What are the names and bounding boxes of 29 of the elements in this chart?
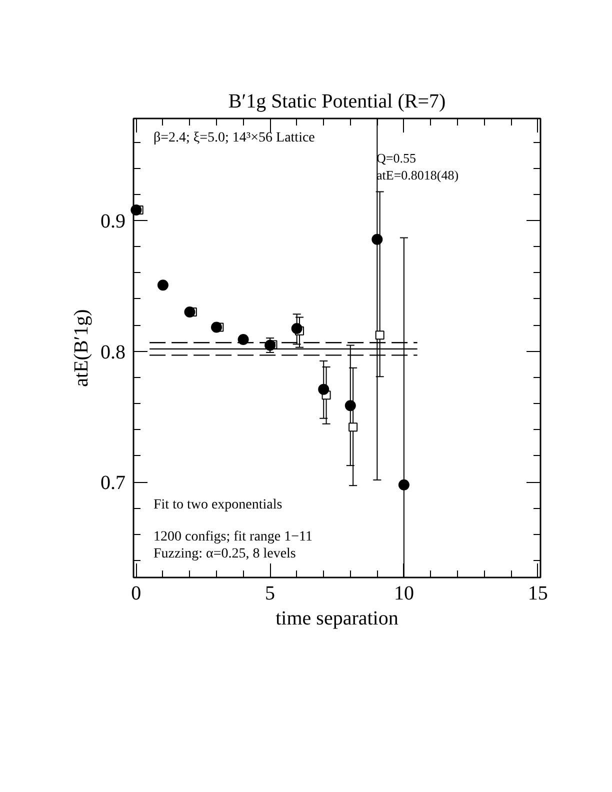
annotation: Fuzzing: α=0.25, 8 levels (154, 546, 296, 562)
y-tick-label: 0.8 (100, 341, 126, 364)
annotation: 1200 configs; fit range 1−11 (154, 530, 313, 544)
point (375, 330, 384, 340)
point (344, 400, 356, 412)
x-tick-label: 15 (528, 582, 548, 604)
point (264, 340, 276, 351)
x-tick-label: 10 (394, 582, 414, 604)
annotation: Fit to two exponentials (154, 498, 282, 512)
chart-title: B′1g Static Potential (R=7) (228, 90, 446, 112)
y-tick-label: 0.9 (100, 210, 126, 232)
x-tick-label: 0 (131, 582, 142, 604)
annotation: atE=0.8018(48) (376, 168, 459, 182)
y-tick-label: 0.7 (100, 472, 126, 494)
annotation: Q=0.55 (376, 150, 416, 166)
x-axis-title: time separation (276, 608, 398, 630)
point (398, 479, 410, 490)
y-axis-title: atE(B′1g) (70, 309, 92, 387)
point (238, 334, 249, 345)
annotation: β=2.4; ξ=5.0; 14³×56 Lattice (154, 130, 315, 146)
point (372, 234, 383, 245)
point (348, 422, 358, 432)
point (157, 280, 168, 291)
point (184, 306, 196, 318)
x-tick-label: 5 (265, 582, 276, 604)
point (291, 323, 302, 334)
point (130, 204, 142, 216)
point (318, 384, 330, 395)
point (211, 322, 222, 333)
